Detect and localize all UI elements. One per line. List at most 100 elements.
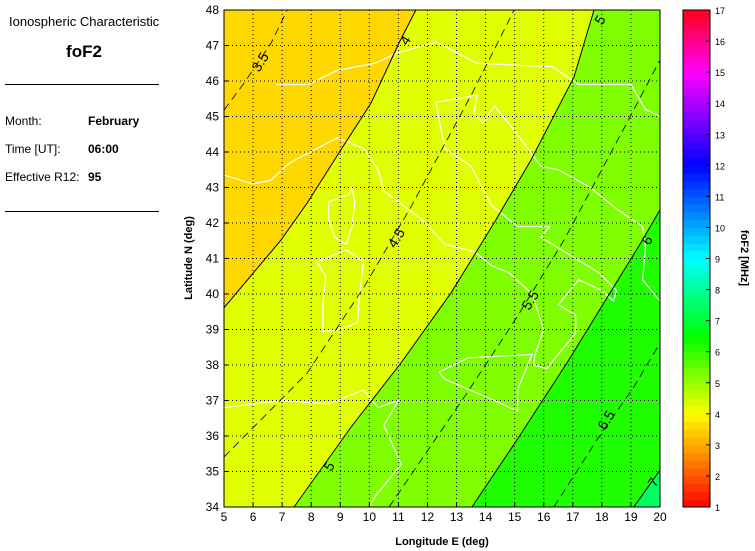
- colorbar-tick-label: 17: [715, 6, 725, 16]
- colorbar-step: [683, 118, 710, 127]
- colorbar-step: [683, 336, 710, 345]
- y-tick-label: 46: [206, 74, 220, 88]
- colorbar-step: [683, 359, 710, 368]
- colorbar-step: [683, 328, 710, 337]
- y-tick-label: 45: [206, 110, 220, 124]
- colorbar-step: [683, 390, 710, 399]
- colorbar-tick-label: 1: [715, 503, 720, 513]
- colorbar-step: [683, 374, 710, 384]
- month-value: February: [88, 114, 140, 128]
- time-label: Time [UT]:: [5, 142, 61, 156]
- axes: 5 6 7 8 9 10 11 12 13 14 15 16 17 18 19 20 34 35 36 37 38 39 4…: [206, 3, 667, 524]
- colorbar-step: [683, 305, 710, 314]
- colorbar-step: [683, 64, 710, 73]
- x-tick-label: 20: [653, 510, 667, 524]
- colorbar-step: [683, 56, 710, 65]
- colorbar-step: [683, 227, 710, 236]
- colorbar-step: [683, 382, 710, 392]
- colorbar-step: [683, 444, 710, 454]
- x-tick-label: 10: [363, 510, 377, 524]
- colorbar-step: [683, 351, 710, 360]
- colorbar-tick-label: 5: [715, 379, 720, 389]
- divider: [5, 211, 159, 212]
- colorbar-step: [683, 79, 710, 89]
- y-tick-label: 47: [206, 39, 220, 53]
- x-tick-label: 16: [537, 510, 551, 524]
- colorbar-step: [683, 95, 710, 104]
- colorbar-step: [683, 312, 710, 322]
- colorbar-step: [683, 320, 710, 329]
- y-tick-label: 44: [206, 145, 220, 159]
- colorbar-step: [683, 149, 710, 159]
- y-tick-label: 35: [206, 465, 220, 479]
- colorbar-tick-label: 11: [715, 192, 724, 202]
- colorbar-step: [683, 343, 710, 353]
- colorbar-tick-label: 7: [715, 317, 720, 327]
- colorbar-step: [683, 173, 710, 182]
- colorbar-step: [683, 281, 710, 291]
- colorbar-step: [683, 274, 710, 283]
- colorbar-step: [683, 406, 710, 415]
- colorbar-step: [683, 289, 710, 298]
- colorbar-tick-label: 2: [715, 472, 720, 482]
- colorbar-step: [683, 87, 710, 96]
- colorbar-step: [683, 41, 710, 50]
- contour-line-6.5: [553, 342, 661, 508]
- y-tick-label: 42: [206, 216, 220, 230]
- y-tick-label: 38: [206, 358, 220, 372]
- grid: [224, 10, 660, 507]
- colorbar-step: [683, 429, 710, 438]
- x-tick-label: 14: [479, 510, 493, 524]
- colorbar-step: [683, 142, 710, 151]
- contour-line-4.5: [223, 9, 515, 458]
- colorbar-tick-label: 15: [715, 68, 725, 78]
- colorbar-step: [683, 398, 710, 407]
- colorbar-step: [683, 491, 710, 500]
- colorbar-step: [683, 134, 710, 143]
- colorbar-step: [683, 196, 710, 205]
- colorbar-tick-label: 12: [715, 161, 725, 171]
- colorbar-step: [683, 110, 710, 120]
- colorbar-step: [683, 126, 710, 135]
- colorbar-step: [683, 297, 710, 306]
- colorbar-step: [683, 10, 710, 19]
- y-tick-label: 37: [206, 394, 220, 408]
- time-value: 06:00: [88, 142, 119, 156]
- month-label: Month:: [5, 114, 42, 128]
- colorbar-step: [683, 468, 710, 477]
- colorbar-step: [683, 367, 710, 376]
- y-tick-label: 43: [206, 181, 220, 195]
- coastline: [276, 41, 661, 118]
- colorbar-step: [683, 25, 710, 34]
- r12-label: Effective R12:: [5, 170, 80, 184]
- colorbar-tick-label: 16: [715, 37, 725, 47]
- coastlines: [223, 41, 661, 508]
- x-tick-label: 11: [392, 510, 405, 524]
- colorbar-step: [683, 242, 710, 252]
- colorbar-step: [683, 413, 710, 423]
- contour-line-6: [471, 209, 661, 508]
- parameter-title: foF2: [66, 42, 102, 61]
- colorbar-step: [683, 421, 710, 430]
- colorbar-step: [683, 219, 710, 228]
- y-tick-label: 40: [206, 287, 220, 301]
- coastline: [223, 94, 661, 370]
- colorbar-step: [683, 165, 710, 174]
- colorbar-step: [683, 180, 710, 190]
- x-tick-label: 17: [566, 510, 580, 524]
- colorbar-step: [683, 72, 710, 81]
- y-tick-label: 41: [206, 252, 220, 266]
- x-tick-label: 13: [450, 510, 464, 524]
- x-tick-label: 9: [337, 510, 344, 524]
- colorbar-step: [683, 452, 710, 461]
- colorbar-step: [683, 235, 710, 244]
- colorbar-step: [683, 33, 710, 42]
- colorbar-step: [683, 250, 710, 259]
- x-axis-label: Longitude E (deg): [395, 536, 489, 548]
- colorbar-step: [683, 475, 710, 485]
- colorbar-tick-label: 10: [715, 223, 725, 233]
- coastline: [223, 389, 403, 508]
- colorbar-step: [683, 258, 710, 267]
